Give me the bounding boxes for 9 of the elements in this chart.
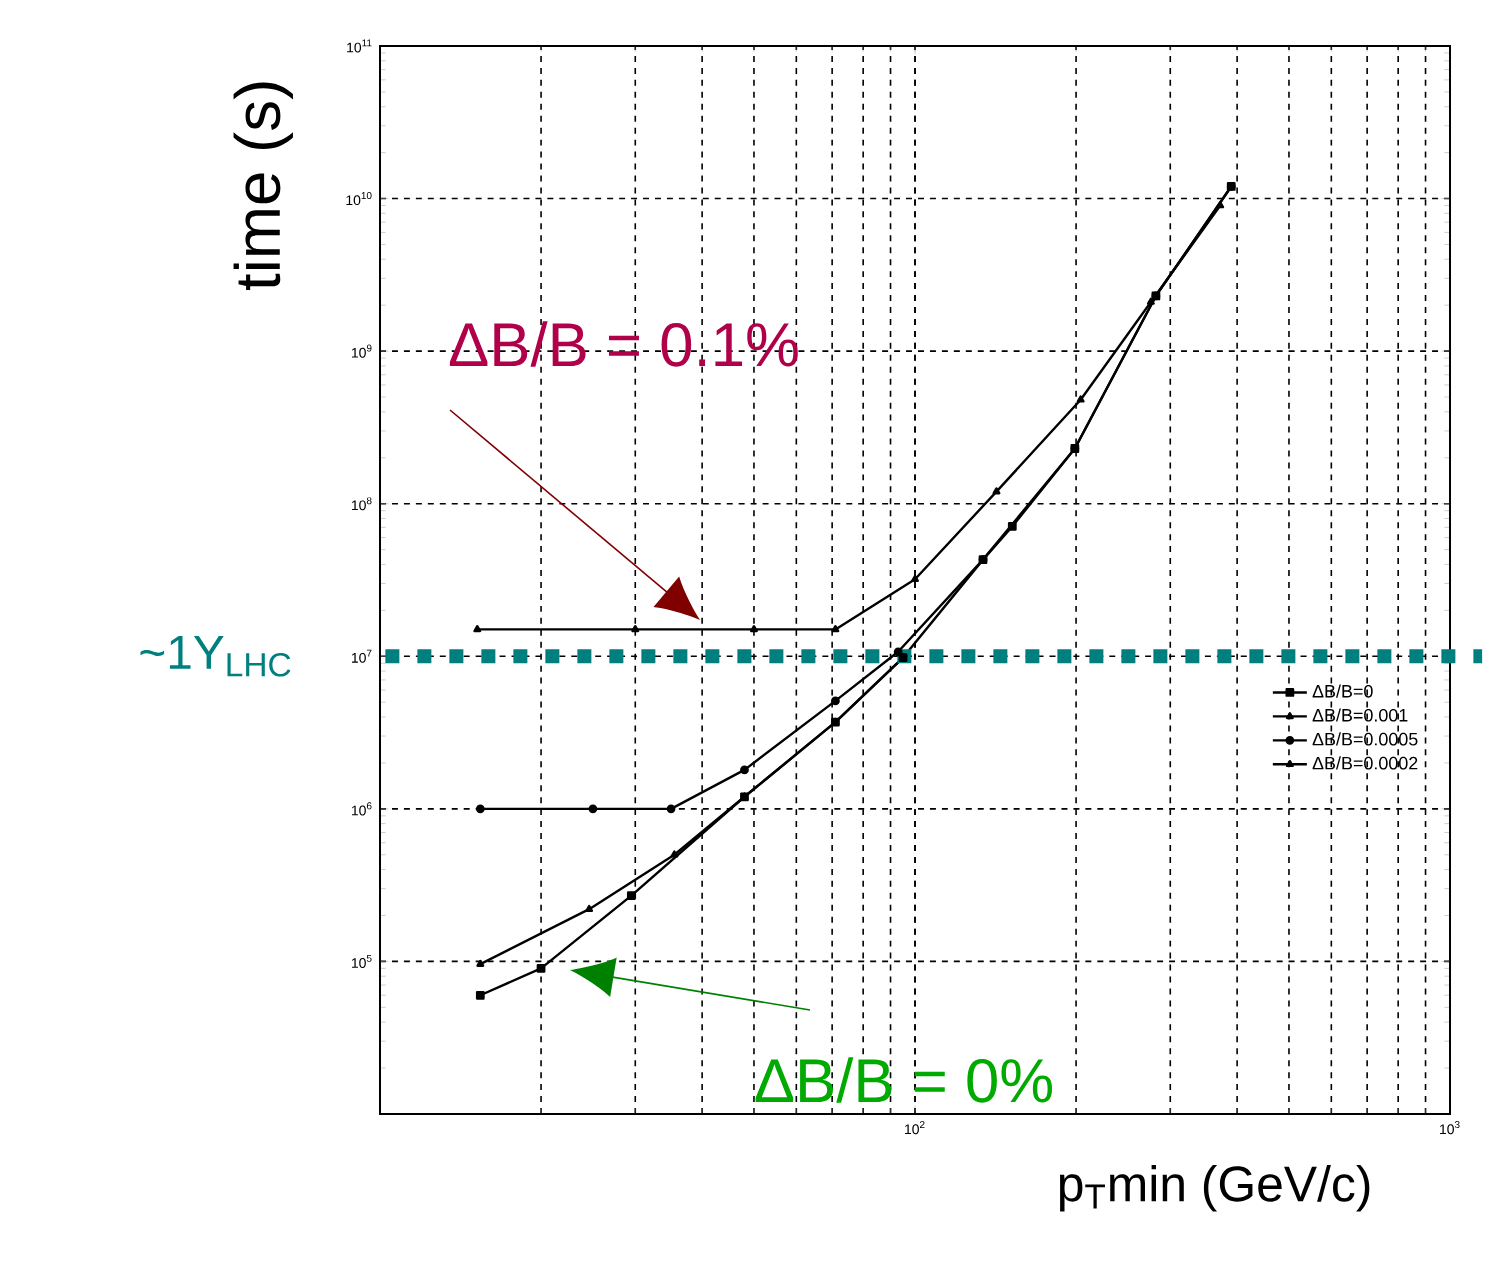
annotation: ΔB/B = 0% <box>755 1057 1053 1103</box>
legend-label: ΔB/B=0.0002 <box>1312 756 1418 770</box>
legend-label: ΔB/B=0 <box>1312 684 1373 698</box>
legend-label: ΔB/B=0.0005 <box>1312 732 1418 746</box>
x-axis-title: p$_{T}$min (GeV/c) <box>1059 1165 1370 1212</box>
ref-line-label: ~1Y$_{LHC}$ <box>140 635 291 677</box>
annotation: ΔB/B = 0.1% <box>449 321 798 367</box>
legend-label: ΔB/B=0.001 <box>1312 708 1408 722</box>
y-axis-title: time (s) <box>233 82 293 291</box>
